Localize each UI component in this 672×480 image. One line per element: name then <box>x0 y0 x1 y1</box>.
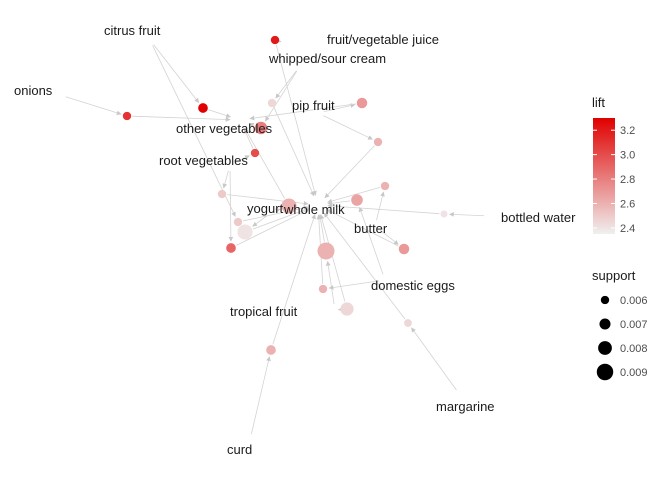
item-labels-layer: citrus fruit fruit/vegetable juice whipp… <box>14 23 576 457</box>
lift-colorbar <box>593 118 615 234</box>
label-pip-fruit: pip fruit <box>292 98 335 113</box>
edges-layer <box>65 38 485 435</box>
support-legend-label: 0.006 <box>620 295 648 307</box>
edge-butter-to-r11 <box>376 191 385 221</box>
edge-butter-to-r18 <box>379 229 399 245</box>
rule-node-r2 <box>122 111 132 121</box>
label-yogurt: yogurt <box>247 201 284 216</box>
edge-r2-to-other_vegetables <box>132 115 231 122</box>
edge-domestic_eggs-to-r20 <box>328 280 380 290</box>
rule-node-r7 <box>254 121 268 135</box>
rule-node-r22 <box>404 319 412 327</box>
rule-node-r21 <box>351 194 363 206</box>
edge-yogurt-to-r10 <box>252 215 268 227</box>
edge-tropical_fruit-to-r14 <box>325 260 335 305</box>
edge-r16-to-whole_milk <box>327 203 440 215</box>
rule-node-r8 <box>373 137 383 147</box>
rule-node-r11 <box>380 181 390 191</box>
edge-r10-to-whole_milk <box>252 207 310 230</box>
label-butter: butter <box>354 221 388 236</box>
edge-r1-to-other_vegetables <box>208 109 231 118</box>
label-domestic-eggs: domestic eggs <box>371 278 455 293</box>
edge-citrus_fruit-to-r1 <box>153 44 200 103</box>
rule-node-r4 <box>270 35 280 45</box>
rule-node-r18 <box>398 243 410 255</box>
edge-r22-to-whole_milk <box>323 212 406 320</box>
rule-node-r19 <box>340 302 354 316</box>
rule-node-r15 <box>233 217 243 227</box>
edge-r21-to-whole_milk <box>327 200 351 206</box>
edge-r18-to-whole_milk <box>326 209 399 247</box>
edge-r11-to-whole_milk <box>327 187 381 204</box>
edge-onions-to-r2 <box>65 96 122 116</box>
label-fruit-vegetable-juice: fruit/vegetable juice <box>327 32 439 47</box>
rule-node-r5 <box>267 98 277 108</box>
support-legend-dot <box>596 363 614 381</box>
edge-curd-to-r17 <box>250 356 271 435</box>
label-bottled-water: bottled water <box>501 210 576 225</box>
label-curd: curd <box>227 442 252 457</box>
edge-r15-to-whole_milk <box>242 205 309 222</box>
label-citrus-fruit: citrus fruit <box>104 23 161 38</box>
lift-tick-label: 2.8 <box>620 174 635 186</box>
label-whole-milk: whole milk <box>283 202 345 217</box>
edge-r8-to-whole_milk <box>324 145 375 199</box>
edge-margarine-to-r22 <box>411 327 457 391</box>
edge-r19-to-whole_milk <box>319 214 346 302</box>
label-other-vegetables: other vegetables <box>176 121 273 136</box>
rule-node-r3 <box>250 148 260 158</box>
edge-r12-to-other_vegetables <box>244 128 286 199</box>
edge-citrus_fruit-to-r15 <box>152 45 236 217</box>
label-tropical-fruit: tropical fruit <box>230 304 298 319</box>
rule-node-r13 <box>226 243 236 253</box>
label-whipped-sour-cream: whipped/sour cream <box>268 51 386 66</box>
rule-nodes-layer <box>122 35 448 355</box>
edge-bottled_water-to-r16 <box>449 212 485 217</box>
lift-tick-label: 3.0 <box>620 150 635 162</box>
edge-root_vegetables-to-r9 <box>222 170 229 189</box>
edge-r17-to-whole_milk <box>272 214 316 345</box>
support-legend-title: support <box>592 268 636 283</box>
label-margarine: margarine <box>436 399 495 414</box>
rule-node-r6 <box>356 97 368 109</box>
rule-node-r12 <box>281 198 297 214</box>
edge-yogurt-to-r12 <box>275 208 281 213</box>
support-legend-dot <box>599 318 611 330</box>
lift-tick-label: 3.2 <box>620 125 635 137</box>
lift-legend: lift 3.2 3.0 2.8 2.6 2.4 <box>592 95 635 235</box>
edge-whipped_sour_cream-to-r7 <box>265 70 298 122</box>
edge-pip_fruit-to-r8 <box>323 115 373 140</box>
lift-legend-title: lift <box>592 95 605 110</box>
support-legend: support 0.006 0.007 0.008 0.009 <box>592 268 648 381</box>
edge-domestic_eggs-to-r21 <box>358 206 384 275</box>
edge-r4-to-whole_milk <box>275 44 317 196</box>
edge-pip_fruit-to-r6 <box>323 103 356 113</box>
lift-ticks: 3.2 3.0 2.8 2.6 2.4 <box>593 125 635 235</box>
rule-node-r17 <box>266 345 276 355</box>
lift-tick-label: 2.6 <box>620 198 635 210</box>
edge-r5-to-whole_milk <box>273 107 315 197</box>
edge-root_vegetables-to-r3 <box>235 155 250 163</box>
rule-node-r10 <box>237 224 253 240</box>
rule-node-r1 <box>198 103 208 113</box>
label-root-vegetables: root vegetables <box>159 153 248 168</box>
support-legend-label: 0.007 <box>620 319 648 331</box>
edge-whipped_sour_cream-to-r5 <box>275 70 297 99</box>
rule-node-r20 <box>318 284 328 294</box>
support-legend-dot <box>600 295 610 305</box>
support-legend-label: 0.009 <box>620 367 648 379</box>
support-legend-label: 0.008 <box>620 343 648 355</box>
support-legend-dot <box>598 341 612 355</box>
label-onions: onions <box>14 83 53 98</box>
edge-r13-to-whole_milk <box>236 209 310 246</box>
lift-tick-label: 2.4 <box>620 223 635 235</box>
rule-node-r16 <box>440 210 448 218</box>
rule-node-r9 <box>217 189 227 199</box>
support-entries: 0.006 0.007 0.008 0.009 <box>596 295 648 381</box>
rule-node-r14 <box>317 242 335 260</box>
edge-r7-to-other_vegetables <box>248 122 255 128</box>
